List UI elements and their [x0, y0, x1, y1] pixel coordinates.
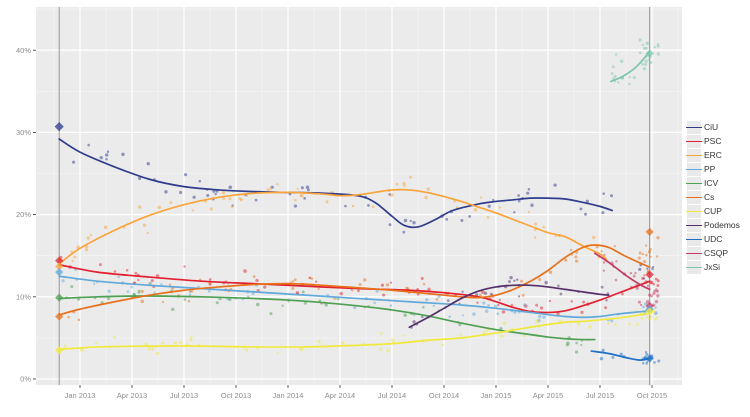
legend-line-icon — [686, 168, 702, 171]
election-result-ICV — [55, 293, 64, 302]
election-result-Cs — [55, 312, 64, 321]
election-result-ERC — [55, 262, 64, 271]
trend-line-ERC — [58, 188, 608, 265]
legend-item-CSQP: CSQP — [686, 246, 750, 260]
x-tick-label: Oct 2015 — [637, 391, 667, 400]
legend: CiU PSC ERC PP ICV Cs CUP Podemos UDC CSQP JxSi — [686, 120, 750, 274]
y-tick-label: 20% — [16, 210, 31, 219]
legend-key-swatch — [686, 218, 702, 232]
legend-label: CSQP — [704, 248, 729, 258]
election-result-Cs — [645, 227, 654, 236]
legend-item-Podemos: Podemos — [686, 218, 750, 232]
legend-key-swatch — [686, 204, 702, 218]
legend-item-CiU: CiU — [686, 120, 750, 134]
trend-line-CSQP — [593, 252, 651, 291]
legend-item-ICV: ICV — [686, 176, 750, 190]
election-result-CUP — [55, 346, 64, 355]
trend-line-CiU — [58, 138, 613, 229]
trend-line-Cs — [58, 244, 651, 316]
trend-line-ICV — [58, 295, 596, 341]
legend-label: ICV — [704, 178, 719, 188]
legend-line-icon — [686, 210, 702, 213]
x-tick-label: Apr 2015 — [533, 391, 563, 400]
legend-key-swatch — [686, 246, 702, 260]
election-result-UDC — [645, 354, 654, 363]
legend-line-icon — [686, 154, 702, 157]
legend-label: CUP — [704, 206, 722, 216]
x-tick-label: Oct 2014 — [429, 391, 459, 400]
legend-label: CiU — [704, 122, 719, 132]
legend-line-icon — [686, 266, 702, 269]
legend-item-PP: PP — [686, 162, 750, 176]
election-result-PP — [55, 268, 64, 277]
legend-line-icon — [686, 224, 702, 227]
legend-line-icon — [686, 252, 702, 255]
legend-key-swatch — [686, 134, 702, 148]
election-result-CiU — [54, 122, 64, 132]
election-result-PSC — [645, 270, 654, 279]
y-tick-label: 0% — [20, 375, 31, 384]
trend-line-CUP — [58, 312, 651, 351]
legend-item-JxSi: JxSi — [686, 260, 750, 274]
x-tick-label: Jul 2015 — [586, 391, 614, 400]
trend-line-PP — [58, 275, 651, 319]
y-tick-label: 40% — [16, 46, 31, 55]
election-result-PSC — [55, 256, 64, 265]
legend-item-CUP: CUP — [686, 204, 750, 218]
x-tick-label: Jan 2014 — [273, 391, 304, 400]
trend-line-PSC — [58, 263, 651, 314]
legend-key-swatch — [686, 176, 702, 190]
y-tick-label: 30% — [16, 128, 31, 137]
legend-line-icon — [686, 196, 702, 199]
legend-label: PP — [704, 164, 716, 174]
legend-line-icon — [686, 182, 702, 185]
election-result-CUP — [645, 307, 654, 316]
legend-key-swatch — [686, 120, 702, 134]
legend-label: PSC — [704, 136, 722, 146]
legend-key-swatch — [686, 148, 702, 162]
poll-points-CiU — [71, 143, 655, 280]
legend-label: JxSi — [704, 262, 721, 272]
x-tick-label: Jul 2013 — [170, 391, 198, 400]
election-result-JxSi — [645, 49, 654, 58]
legend-line-icon — [686, 126, 702, 129]
trend-line-Podemos — [408, 284, 610, 329]
trend-line-JxSi — [610, 50, 651, 83]
legend-label: Cs — [704, 192, 715, 202]
legend-key-swatch — [686, 260, 702, 274]
legend-key-swatch — [686, 232, 702, 246]
trend-line-UDC — [590, 350, 651, 361]
legend-key-swatch — [686, 162, 702, 176]
legend-item-PSC: PSC — [686, 134, 750, 148]
legend-item-UDC: UDC — [686, 232, 750, 246]
x-tick-label: Jul 2014 — [378, 391, 406, 400]
legend-key-swatch — [686, 190, 702, 204]
x-tick-label: Jan 2013 — [65, 391, 96, 400]
x-tick-label: Jan 2015 — [481, 391, 512, 400]
x-tick-label: Apr 2014 — [325, 391, 355, 400]
legend-item-ERC: ERC — [686, 148, 750, 162]
legend-label: UDC — [704, 234, 723, 244]
plot-area — [36, 7, 682, 385]
y-tick-label: 10% — [16, 292, 31, 301]
legend-item-Cs: Cs — [686, 190, 750, 204]
legend-line-icon — [686, 238, 702, 241]
x-tick-label: Oct 2013 — [221, 391, 251, 400]
legend-label: Podemos — [704, 220, 740, 230]
legend-line-icon — [686, 140, 702, 143]
legend-label: ERC — [704, 150, 722, 160]
x-tick-label: Apr 2013 — [117, 391, 147, 400]
